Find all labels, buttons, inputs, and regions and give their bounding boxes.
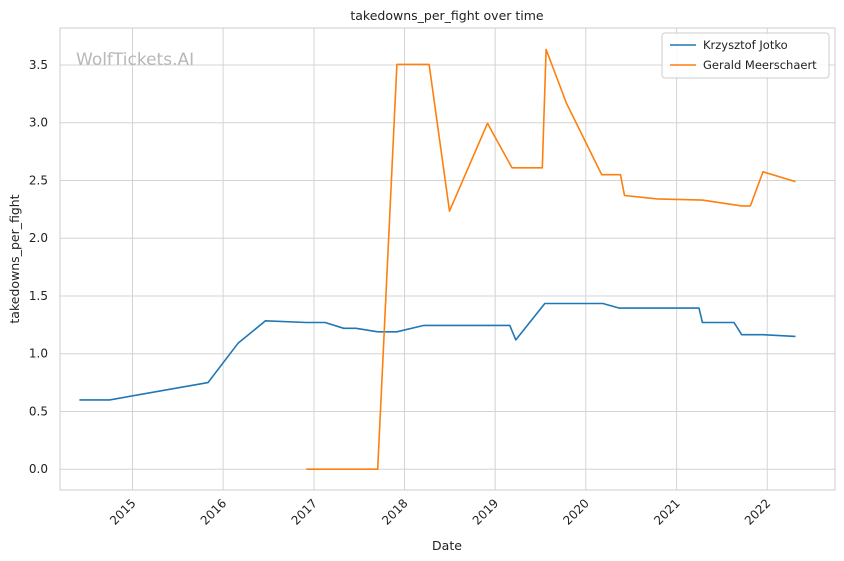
- grid-lines: [60, 28, 835, 490]
- y-tick-label: 2.0: [29, 231, 48, 245]
- y-tick-label: 2.5: [29, 173, 48, 187]
- y-tick-labels: 0.0 0.5 1.0 1.5 2.0 2.5 3.0 3.5: [29, 58, 48, 476]
- y-tick-label: 1.0: [29, 347, 48, 361]
- series-line-gerald-meerschaert: [306, 48, 796, 471]
- plot-frame: [59, 27, 836, 491]
- y-tick-label: 3.5: [29, 58, 48, 72]
- y-tick-label: 3.0: [29, 116, 48, 130]
- legend-box: [661, 32, 830, 79]
- watermark-text: WolfTickets.AI: [76, 50, 194, 70]
- y-tick-label: 0.5: [29, 404, 48, 418]
- y-tick-label: 1.5: [29, 289, 48, 303]
- y-axis-title: takedowns_per_fight: [7, 194, 22, 323]
- series-layer: [79, 48, 796, 471]
- chart-title: takedowns_per_fight over time: [350, 8, 544, 23]
- y-tick-label: 0.0: [29, 462, 48, 476]
- series-line-krzysztof-jotko: [79, 302, 796, 401]
- legend-label-gerald-meerschaert: Gerald Meerschaert: [703, 58, 817, 72]
- legend-label-krzysztof-jotko: Krzysztof Jotko: [703, 38, 788, 52]
- legend: Krzysztof Jotko Gerald Meerschaert: [661, 32, 830, 79]
- x-axis-title: Date: [432, 538, 462, 553]
